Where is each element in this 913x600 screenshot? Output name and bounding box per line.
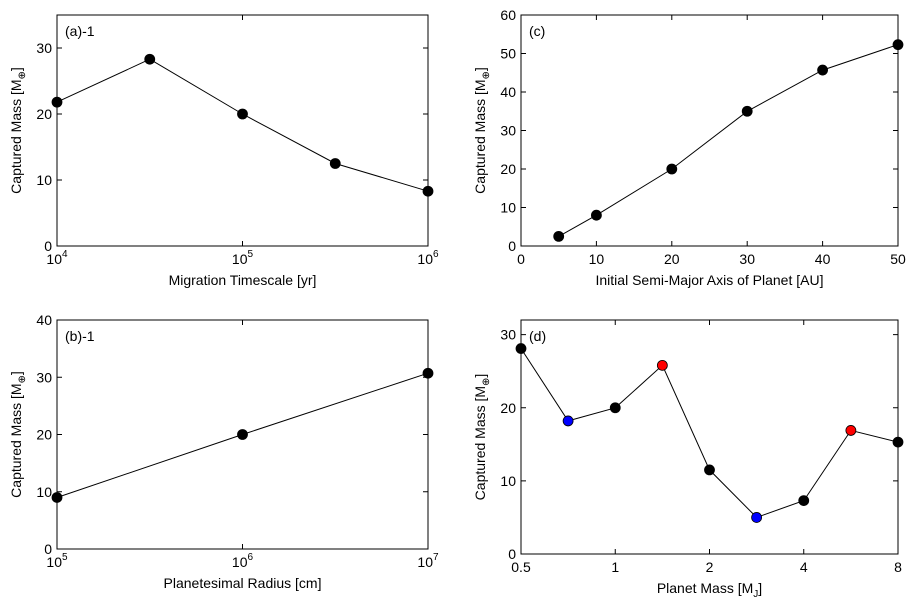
panel-label: (b)-1 [65,328,95,344]
panel-label: (d) [529,328,546,344]
x-tick-label: 106 [232,552,254,570]
panel-b: 105 106 107 0 10 20 30 40 Planetesimal Radius [c… [8,312,439,591]
data-point [553,230,565,242]
y-tick-label: 20 [500,161,516,177]
data-point [666,163,678,175]
data-point [892,39,904,51]
panel-label: (a)-1 [65,23,95,39]
data-point [237,429,248,440]
data-point [562,415,574,427]
data-point [892,436,904,448]
data-point [51,492,63,503]
y-axis-label: Captured Mass [M⊕] [8,67,28,194]
x-tick-label: 10 [589,251,605,267]
data-point [704,464,715,476]
data-point [751,512,763,523]
x-tick-label: 0 [517,251,525,267]
x-tick-label: 4 [800,559,808,575]
y-tick-label: 30 [500,123,516,139]
plot-frame [56,14,429,247]
x-tick-label: 8 [894,559,902,575]
x-axis-label: Planet Mass [MJ] [657,580,762,600]
data-point [515,343,527,354]
data-point [609,402,621,414]
plot-frame [520,319,899,555]
panel-d: 0.5 1 2 4 8 0 10 20 30 Planet Mass [MJ] Captured M… [472,319,904,600]
data-point [51,96,63,108]
y-tick-label: 30 [36,369,52,385]
plot-frame [520,14,899,247]
data-point [798,495,810,507]
data-point [817,64,828,76]
y-tick-label: 20 [36,106,52,122]
x-tick-label: 107 [417,552,439,570]
y-tick-label: 50 [500,46,516,62]
y-tick-label: 0 [44,541,52,557]
y-tick-label: 20 [36,427,52,443]
y-tick-label: 30 [500,327,516,343]
x-axis-label: Initial Semi-Major Axis of Planet [AU] [596,272,824,288]
x-tick-label: 50 [890,251,906,267]
data-point [656,359,668,371]
data-point [144,53,156,65]
y-tick-label: 10 [500,473,516,489]
y-axis-label: Captured Mass [M⊕] [472,374,492,501]
series-line [558,44,899,237]
y-tick-label: 10 [500,200,516,216]
y-tick-label: 10 [36,484,52,500]
x-axis-label: Planetesimal Radius [cm] [164,575,322,591]
y-tick-label: 20 [500,400,516,416]
y-tick-label: 0 [508,546,516,562]
y-axis-label: Captured Mass [M⊕] [472,67,492,194]
y-axis-label: Captured Mass [M⊕] [8,371,28,498]
x-tick-label: 105 [232,249,254,267]
y-tick-label: 60 [500,7,516,23]
panel-a: 104 105 106 0 10 20 30 Migration Timescale [yr]… [8,14,439,288]
panel-label: (c) [529,23,545,39]
data-point [422,367,434,379]
y-tick-label: 40 [500,84,516,100]
x-tick-label: 20 [664,251,680,267]
series-line [520,348,899,518]
x-tick-label: 104 [46,249,68,267]
x-tick-label: 106 [417,249,439,267]
x-tick-label: 30 [739,251,755,267]
y-tick-label: 30 [36,40,52,56]
data-point [237,108,248,120]
data-point [591,209,602,221]
x-tick-label: 2 [706,559,714,575]
data-point [329,158,341,169]
y-tick-label: 40 [36,312,52,328]
x-tick-label: 105 [46,552,68,570]
y-tick-label: 0 [44,238,52,254]
data-point [741,105,753,117]
x-axis-label: Migration Timescale [yr] [169,272,317,288]
panel-c: 0 10 20 30 40 50 0 10 20 30 40 50 60 Initial Semi-Maj… [472,7,906,288]
x-tick-label: 0.5 [511,559,531,575]
y-tick-label: 0 [508,238,516,254]
data-point [422,185,434,197]
x-tick-label: 40 [815,251,831,267]
data-point [845,425,857,436]
y-tick-label: 10 [36,172,52,188]
series-line [56,58,429,192]
x-tick-label: 1 [611,559,619,575]
